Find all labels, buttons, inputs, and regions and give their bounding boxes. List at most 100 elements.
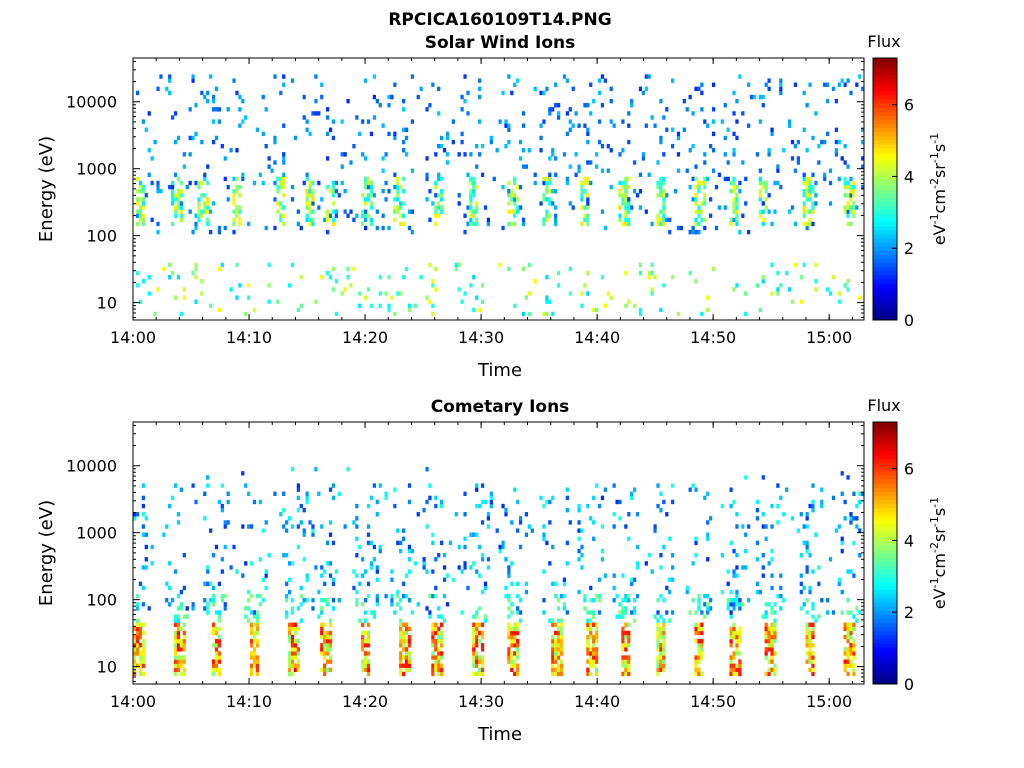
heatmap-cell xyxy=(364,225,368,231)
heatmap-cell xyxy=(402,213,406,218)
heatmap-cell xyxy=(805,512,809,517)
heatmap-cell xyxy=(785,487,789,492)
heatmap-cell xyxy=(399,622,403,627)
heatmap-cell xyxy=(168,503,172,509)
heatmap-cell xyxy=(191,78,195,83)
heatmap-cell xyxy=(665,512,669,517)
heatmap-cell xyxy=(325,634,330,640)
heatmap-cell xyxy=(282,553,286,558)
heatmap-cell xyxy=(729,503,733,509)
heatmap-cell xyxy=(548,213,552,218)
heatmap-cell xyxy=(410,119,414,124)
heatmap-cell xyxy=(290,184,295,190)
heatmap-cell xyxy=(472,643,476,648)
colorbar-tick-label: 0 xyxy=(904,675,914,694)
heatmap-cell xyxy=(548,197,552,202)
heatmap-cell xyxy=(551,651,555,656)
colorbar-segment xyxy=(873,131,897,137)
heatmap-cell xyxy=(761,274,765,280)
heatmap-cell xyxy=(843,143,847,149)
heatmap-cell xyxy=(554,671,558,677)
heatmap-cell xyxy=(513,201,517,206)
heatmap-cell xyxy=(343,189,347,194)
heatmap-cell xyxy=(381,213,385,218)
heatmap-cell xyxy=(399,655,403,660)
heatmap-cell xyxy=(498,262,502,268)
heatmap-cell xyxy=(317,205,321,210)
heatmap-cell xyxy=(361,557,365,562)
heatmap-cell xyxy=(475,638,479,644)
heatmap-cell xyxy=(279,217,283,223)
heatmap-cell xyxy=(592,659,596,664)
heatmap-cell xyxy=(138,663,143,668)
heatmap-cell xyxy=(770,573,774,578)
heatmap-cell xyxy=(799,299,803,304)
heatmap-cell xyxy=(431,651,435,656)
heatmap-cell xyxy=(545,213,549,218)
heatmap-cell xyxy=(407,483,412,488)
heatmap-cell xyxy=(542,217,546,223)
heatmap-cell xyxy=(346,98,350,104)
heatmap-cell xyxy=(478,622,482,627)
heatmap-cell xyxy=(732,201,736,206)
heatmap-cell xyxy=(635,512,640,517)
heatmap-cell xyxy=(135,602,140,607)
heatmap-cell xyxy=(565,495,569,501)
heatmap-cell xyxy=(501,225,505,231)
heatmap-cell xyxy=(287,577,292,582)
colorbar-segment xyxy=(873,659,897,664)
heatmap-cell xyxy=(513,651,517,656)
heatmap-cell xyxy=(764,622,768,627)
heatmap-cell xyxy=(279,184,283,190)
heatmap-cell xyxy=(320,274,324,280)
heatmap-cell xyxy=(361,643,365,648)
heatmap-cell xyxy=(434,213,438,218)
heatmap-cell xyxy=(764,626,768,632)
heatmap-cell xyxy=(507,201,511,206)
heatmap-cell xyxy=(802,205,806,210)
heatmap-cell xyxy=(220,507,224,513)
heatmap-cell xyxy=(355,553,359,558)
heatmap-cell xyxy=(182,647,186,652)
colorbar-segment xyxy=(873,638,897,644)
heatmap-cell xyxy=(738,638,742,644)
heatmap-cell xyxy=(235,569,239,574)
heatmap-cell xyxy=(700,671,704,677)
heatmap-cell xyxy=(551,663,555,668)
heatmap-cell xyxy=(589,634,593,640)
heatmap-cell xyxy=(197,184,201,190)
heatmap-cell xyxy=(138,197,143,202)
heatmap-cell xyxy=(811,663,815,668)
heatmap-cell xyxy=(375,512,379,517)
heatmap-cell xyxy=(621,638,625,644)
heatmap-cell xyxy=(241,119,245,124)
heatmap-cell xyxy=(460,94,464,100)
heatmap-cell xyxy=(773,626,777,632)
heatmap-cell xyxy=(773,651,777,656)
heatmap-cell xyxy=(404,626,409,632)
heatmap-cell xyxy=(416,512,420,517)
heatmap-cell xyxy=(355,115,359,120)
heatmap-cell xyxy=(375,499,379,505)
heatmap-cell xyxy=(226,184,230,190)
heatmap-cell xyxy=(255,663,260,668)
heatmap-cell xyxy=(440,663,444,668)
heatmap-cell xyxy=(729,671,733,677)
heatmap-cell xyxy=(182,630,186,636)
heatmap-cell xyxy=(179,626,183,632)
heatmap-cell xyxy=(548,499,552,505)
heatmap-cell xyxy=(817,143,821,149)
heatmap-cell xyxy=(375,569,379,574)
heatmap-cell xyxy=(767,630,771,636)
heatmap-cell xyxy=(252,622,257,627)
heatmap-cell xyxy=(472,213,476,218)
heatmap-cell xyxy=(516,581,520,587)
heatmap-cell xyxy=(592,98,596,104)
heatmap-cell xyxy=(659,614,663,619)
heatmap-cell xyxy=(729,663,733,668)
heatmap-cell xyxy=(402,663,406,668)
heatmap-cell xyxy=(732,217,736,223)
heatmap-cell xyxy=(305,573,309,578)
heatmap-cell xyxy=(542,180,546,186)
heatmap-cell xyxy=(510,197,514,202)
